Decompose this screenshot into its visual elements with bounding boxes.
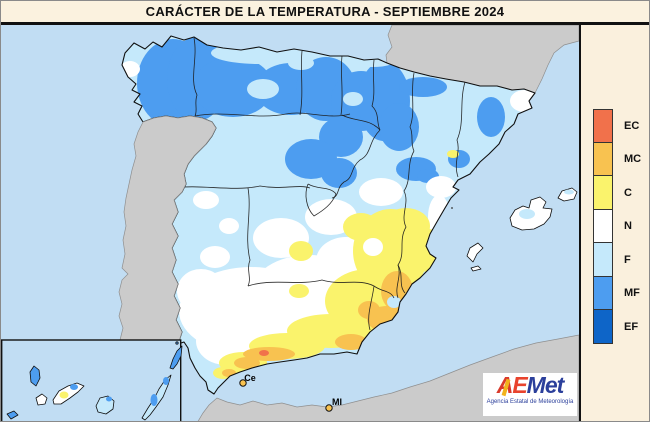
- legend-swatch-f: [593, 243, 613, 277]
- legend-row-c: C: [593, 176, 649, 210]
- legend-row-f: F: [593, 243, 649, 277]
- region-borders: [171, 37, 466, 331]
- spain-anomaly-map: Ce MI: [1, 24, 580, 421]
- legend-swatch-mc: [593, 142, 613, 176]
- portugal-landmass: [118, 115, 217, 349]
- title-bar: CARÁCTER DE LA TEMPERATURA - SEPTIEMBRE …: [1, 1, 649, 25]
- legend-swatch-ec: [593, 109, 613, 143]
- legend-swatch-ef: [593, 310, 613, 344]
- map-title: CARÁCTER DE LA TEMPERATURA - SEPTIEMBRE …: [145, 4, 505, 19]
- aemet-logo-word: AEMet: [483, 374, 577, 397]
- legend-row-ec: EC: [593, 109, 649, 143]
- balearic-islands: [451, 187, 578, 272]
- legend-label-mc: MC: [624, 153, 642, 166]
- legend-label-mf: MF: [624, 287, 640, 300]
- city-markers: Ce MI: [239, 373, 342, 412]
- legend-row-mc: MC: [593, 142, 649, 176]
- map-area: Ce MI AEMet Agencia Estatal de Meteorolo…: [1, 24, 580, 421]
- legend-label-c: C: [624, 186, 632, 199]
- legend-label-n: N: [624, 220, 632, 233]
- legend-row-ef: EF: [593, 310, 649, 344]
- aemet-logo-subtitle: Agencia Estatal de Meteorología: [486, 399, 574, 405]
- ceuta-marker: [239, 379, 247, 387]
- melilla-label: MI: [332, 397, 342, 407]
- legend-row-mf: MF: [593, 276, 649, 310]
- legend-label-ef: EF: [624, 320, 639, 333]
- melilla-marker: [325, 404, 333, 412]
- legend-label-ec: EC: [624, 119, 640, 132]
- legend-panel: EC MC C N F MF EF: [579, 25, 649, 421]
- legend-swatch-mf: [593, 276, 613, 310]
- legend-label-f: F: [624, 253, 631, 266]
- legend-row-n: N: [593, 209, 649, 243]
- aemet-logo: AEMet Agencia Estatal de Meteorología: [483, 373, 577, 416]
- legend-swatch-c: [593, 176, 613, 210]
- canary-islands-inset: [1, 339, 183, 421]
- legend-swatch-n: [593, 209, 613, 243]
- ceuta-label: Ce: [244, 373, 256, 383]
